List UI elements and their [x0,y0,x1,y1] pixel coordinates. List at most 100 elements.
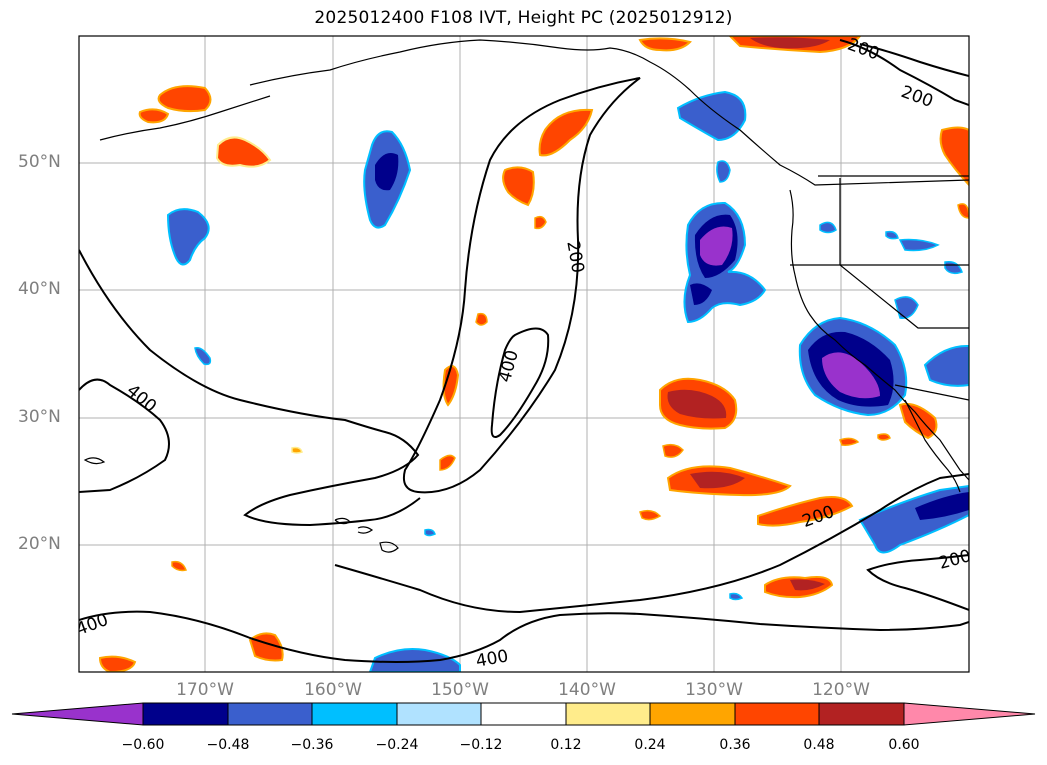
anomaly-blob [898,238,940,252]
anomaly-blob [475,312,488,326]
anomaly-blob [676,90,747,142]
anomaly-blob [157,85,212,113]
colorbar [11,702,1036,726]
lon-label: 140°W [558,680,616,700]
anomaly-blob-dark [375,152,399,191]
anomaly-blob [215,136,272,168]
colorbar-segment [311,702,398,726]
state-border-nv [839,178,969,329]
anomaly-blob [923,344,969,387]
map-frame [78,35,970,673]
contour-400-sw [79,378,170,493]
colorbar-tick-label: −0.60 [121,737,165,753]
anomaly-blob [877,433,891,441]
mexico-border [894,384,969,401]
anomaly-blob-purple [822,352,880,399]
anomaly-blob [839,437,860,446]
anomaly-blob [662,443,684,458]
lon-label: 130°W [685,680,743,700]
colorbar-tick-label: −0.48 [206,737,250,753]
colorbar-right-extend [903,702,1036,726]
negative-anomaly-blobs [166,90,969,672]
anomaly-blob [638,37,692,52]
anomaly-blob-dark [667,389,727,419]
colorbar-tick-label: 0.60 [888,737,920,753]
colorbar-tick-label: −0.12 [459,737,503,753]
colorbar-segment [142,702,229,726]
contour-200-ne2 [859,43,969,77]
colorbar-tick-label: 0.24 [634,737,666,753]
lat-label: 50°N [18,152,61,172]
anomaly-blob-dark [690,471,745,489]
colorbar-segment [818,702,905,726]
colorbar-tick-label: 0.12 [550,737,582,753]
small-island [83,457,106,465]
anomaly-blob-dark [790,579,825,591]
colorbar-segment [734,702,820,726]
colorbar-segment [480,702,567,726]
colorbar-tick-label: 0.36 [719,737,751,753]
anomaly-blob [894,296,919,319]
anomaly-blob [166,208,210,266]
contour-label: 400 [495,348,523,385]
lat-label: 40°N [18,279,61,299]
contour-label: 200 [937,546,974,574]
colorbar-tick-label: −0.36 [290,737,334,753]
hawaii-islands [334,517,399,553]
contour-label: 400 [122,381,160,417]
anomaly-blob [729,592,744,601]
anomaly-blob-purple [700,226,733,266]
colorbar-left-extend [11,702,144,726]
baja-coast [904,399,961,493]
anomaly-blob-dark [690,283,712,305]
anomaly-blob [171,560,188,572]
lon-label: 150°W [431,680,489,700]
anomaly-blob [757,496,854,527]
anomaly-blob [957,203,969,219]
aleutian-islands [99,95,271,141]
anomaly-blob [194,346,212,366]
colorbar-segment [565,702,651,726]
anomaly-blob [439,454,456,471]
contour-400-loop [490,327,550,438]
anomaly-blob [944,260,963,275]
anomaly-blob [639,509,662,521]
map-title: 2025012400 F108 IVT, Height PC (20250129… [314,8,733,28]
anomaly-blob [538,108,594,157]
contour-400-west [79,249,421,527]
anomaly-blob-dark [750,37,830,49]
contour-label: 200 [845,35,882,65]
anomaly-blob [716,160,731,183]
positive-anomaly-blobs [98,36,969,672]
colorbar-segment [396,702,482,726]
colorbar-segment [227,702,313,726]
contour-label: 200 [562,239,587,274]
anomaly-blob [939,126,969,187]
lon-label: 160°W [304,680,362,700]
anomaly-blob [534,215,547,230]
contour-200-south [79,610,969,663]
lat-label: 20°N [18,534,61,554]
coastlines [83,39,969,553]
contour-200-loop [402,77,641,494]
anomaly-blob [138,108,170,124]
lat-label: 30°N [18,407,61,427]
contour-label: 400 [474,646,509,671]
anomaly-blob [898,402,938,440]
colorbar-tick-label: −0.24 [375,737,419,753]
contour-200-ne [839,39,969,106]
lon-label: 120°W [812,680,870,700]
anomaly-blob [98,655,137,672]
colorbar-tick-label: 0.48 [803,737,835,753]
contour-200-mid [334,473,969,614]
anomaly-blob [424,528,436,537]
anomaly-blob [885,230,899,240]
alaska-coast [249,39,969,186]
anomaly-blob [368,648,461,672]
anomaly-blob [819,221,837,234]
colorbar-segment [649,702,736,726]
height-contours [79,39,969,663]
anomaly-blob [291,446,303,454]
contour-200-se [866,554,969,611]
